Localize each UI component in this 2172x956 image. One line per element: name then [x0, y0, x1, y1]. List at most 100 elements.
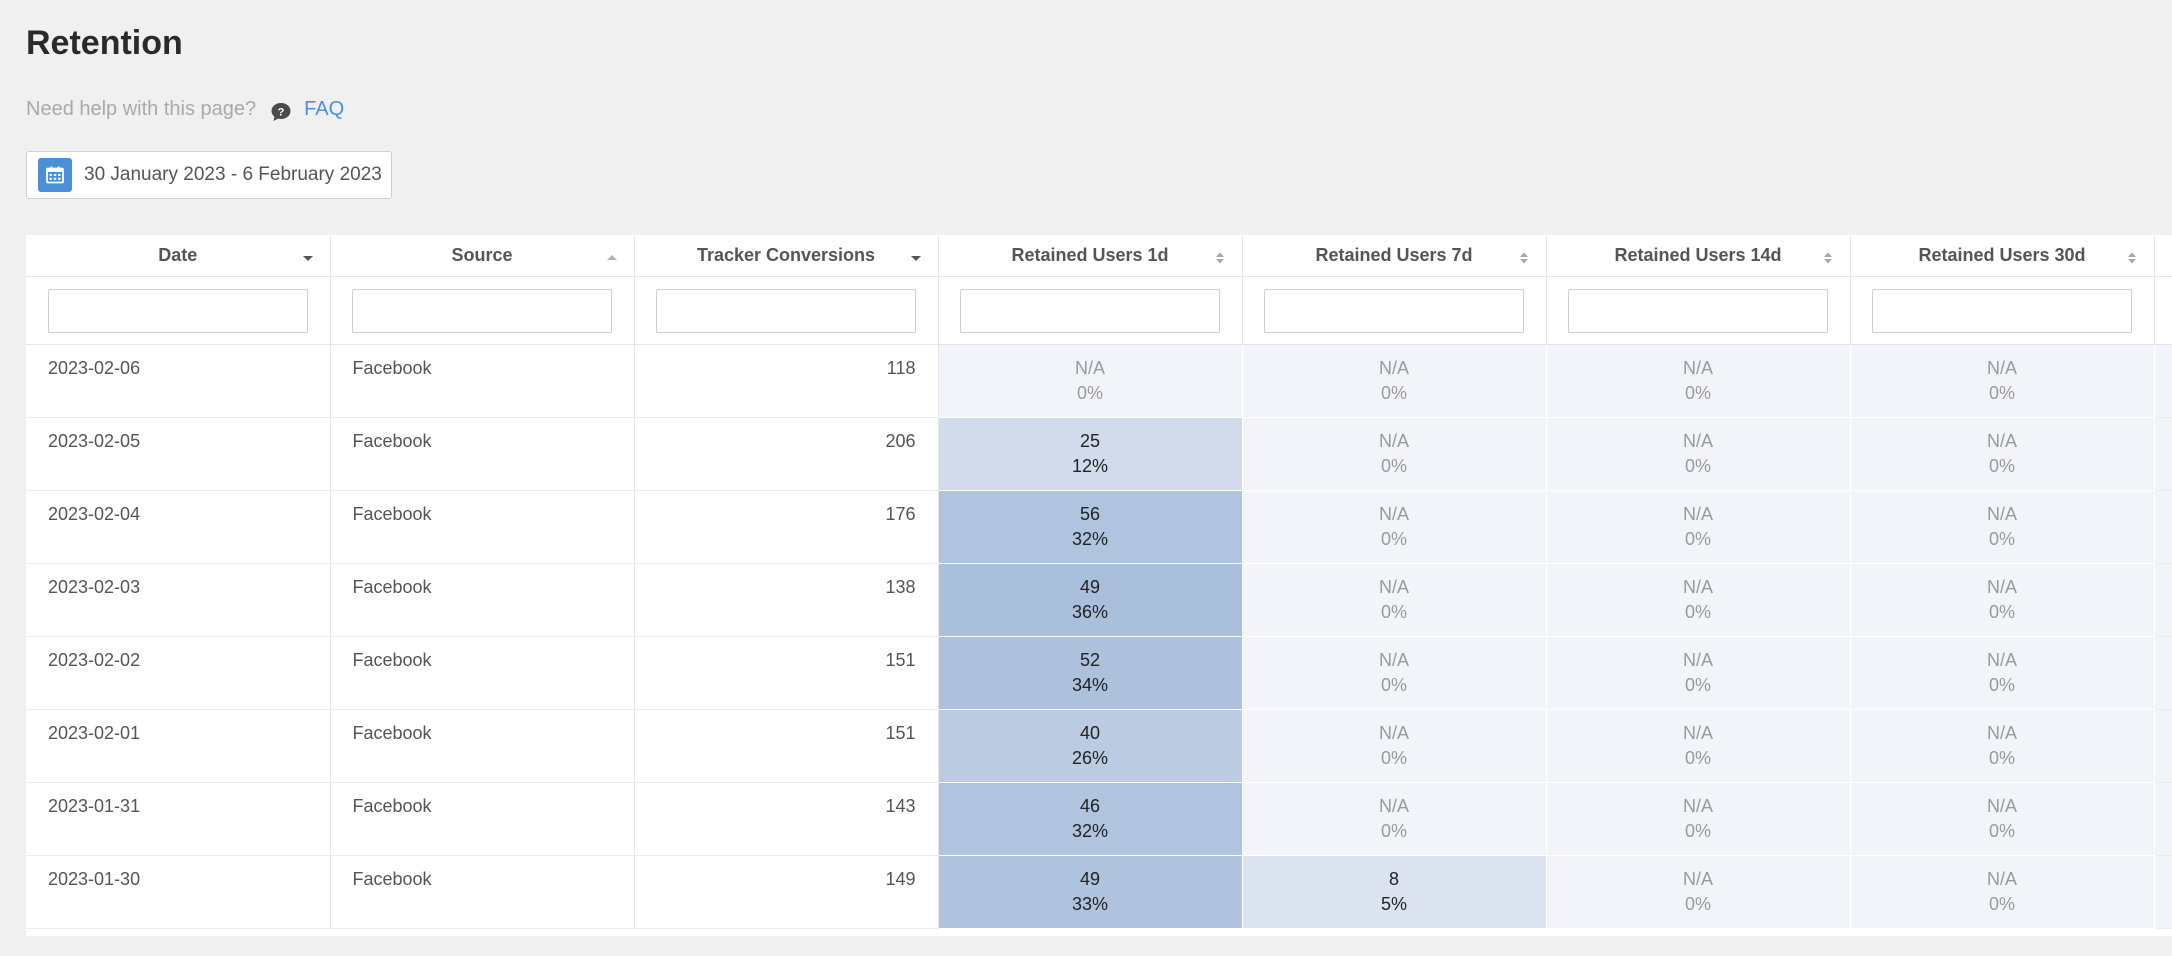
- filter-cell-date: [26, 276, 331, 345]
- retained-percent: 12%: [1071, 456, 1109, 476]
- cell-date: 2023-02-01: [26, 709, 331, 783]
- filter-input-source[interactable]: [352, 288, 612, 333]
- cell-retained-1d: 25 12%: [938, 417, 1243, 491]
- filter-input-date[interactable]: [47, 288, 308, 333]
- cell-retained-7d: N/A 0%: [1242, 782, 1547, 856]
- retained-percent: 0%: [1076, 383, 1103, 403]
- cell-retained-14d: N/A 0%: [1546, 344, 1851, 418]
- cell-retained-7d: N/A 0%: [1242, 563, 1547, 637]
- retained-percent: 32%: [1071, 821, 1109, 841]
- table-row[interactable]: 2023-02-03 Facebook 138 49 36% N/A 0% N/A 0% N/A 0…: [26, 563, 2172, 637]
- filter-input-retained-30d[interactable]: [1872, 288, 2132, 333]
- cell-tracker-conversions: 143: [634, 782, 939, 856]
- sort-desc-icon[interactable]: [302, 249, 314, 263]
- retained-percent: 0%: [1684, 602, 1711, 622]
- retained-count: N/A: [1682, 723, 1713, 743]
- column-header-date[interactable]: Date: [26, 235, 331, 277]
- cell-retained-1d: 56 32%: [938, 490, 1243, 564]
- retained-percent: 0%: [1380, 529, 1407, 549]
- cell-source: Facebook: [330, 417, 635, 491]
- cell-overflow: [2154, 709, 2172, 783]
- cell-overflow: [2154, 855, 2172, 929]
- filter-cell-tracker-conversions: [634, 276, 939, 345]
- table-body: 2023-02-06 Facebook 118 N/A 0% N/A 0% N/A 0% N/A 0…: [26, 344, 2172, 929]
- retained-percent: 0%: [1988, 894, 2015, 914]
- table-row[interactable]: 2023-02-06 Facebook 118 N/A 0% N/A 0% N/A 0% N/A 0…: [26, 344, 2172, 418]
- retained-count: N/A: [1986, 723, 2017, 743]
- cell-retained-7d: N/A 0%: [1242, 636, 1547, 710]
- sort-desc-icon[interactable]: [910, 249, 922, 263]
- sort-both-icon[interactable]: [1518, 249, 1530, 263]
- question-bubble-icon[interactable]: ?: [270, 102, 292, 122]
- filter-cell-retained-7d: [1242, 276, 1547, 345]
- table-row[interactable]: 2023-02-01 Facebook 151 40 26% N/A 0% N/A 0% N/A 0…: [26, 709, 2172, 783]
- cell-retained-14d: N/A 0%: [1546, 636, 1851, 710]
- retained-count: N/A: [1682, 796, 1713, 816]
- column-header-retained-30d[interactable]: Retained Users 30d: [1850, 235, 2155, 277]
- retained-count: 49: [1079, 869, 1101, 889]
- cell-overflow: [2154, 782, 2172, 856]
- cell-tracker-conversions: 138: [634, 563, 939, 637]
- date-range-picker[interactable]: 30 January 2023 - 6 February 2023: [26, 151, 392, 199]
- cell-tracker-conversions: 118: [634, 344, 939, 418]
- retained-count: N/A: [1986, 504, 2017, 524]
- column-header-overflow: [2154, 235, 2172, 277]
- cell-retained-1d: 52 34%: [938, 636, 1243, 710]
- retained-count: N/A: [1074, 358, 1105, 378]
- sort-asc-icon[interactable]: [606, 249, 618, 263]
- cell-overflow: [2154, 417, 2172, 491]
- retained-count: N/A: [1682, 358, 1713, 378]
- cell-retained-1d: 46 32%: [938, 782, 1243, 856]
- table-row[interactable]: 2023-02-02 Facebook 151 52 34% N/A 0% N/A 0% N/A 0…: [26, 636, 2172, 710]
- cell-tracker-conversions: 176: [634, 490, 939, 564]
- cell-date: 2023-01-30: [26, 855, 331, 929]
- column-header-source[interactable]: Source: [330, 235, 635, 277]
- retained-percent: 0%: [1380, 821, 1407, 841]
- cell-retained-30d: N/A 0%: [1850, 490, 2155, 564]
- table-row[interactable]: 2023-02-05 Facebook 206 25 12% N/A 0% N/A 0% N/A 0…: [26, 417, 2172, 491]
- retained-percent: 33%: [1071, 894, 1109, 914]
- retained-count: N/A: [1378, 796, 1409, 816]
- sort-both-icon[interactable]: [1214, 249, 1226, 263]
- sort-both-icon[interactable]: [1822, 249, 1834, 263]
- cell-source: Facebook: [330, 490, 635, 564]
- retained-percent: 0%: [1380, 456, 1407, 476]
- filter-input-retained-1d[interactable]: [960, 288, 1220, 333]
- table-row[interactable]: 2023-02-04 Facebook 176 56 32% N/A 0% N/A 0% N/A 0…: [26, 490, 2172, 564]
- column-header-retained-7d[interactable]: Retained Users 7d: [1242, 235, 1547, 277]
- retained-percent: 0%: [1380, 675, 1407, 695]
- retained-count: N/A: [1986, 431, 2017, 451]
- retained-percent: 0%: [1684, 894, 1711, 914]
- filter-input-tracker-conversions[interactable]: [656, 288, 916, 333]
- cell-retained-30d: N/A 0%: [1850, 709, 2155, 783]
- filter-input-retained-7d[interactable]: [1264, 288, 1524, 333]
- retained-count: N/A: [1378, 723, 1409, 743]
- retained-count: N/A: [1378, 504, 1409, 524]
- cell-retained-14d: N/A 0%: [1546, 417, 1851, 491]
- cell-retained-7d: N/A 0%: [1242, 490, 1547, 564]
- cell-tracker-conversions: 151: [634, 636, 939, 710]
- sort-both-icon[interactable]: [2126, 249, 2138, 263]
- column-header-tracker-conversions[interactable]: Tracker Conversions: [634, 235, 939, 277]
- table-row[interactable]: 2023-01-30 Facebook 149 49 33% 8 5% N/A 0% N/A 0%: [26, 855, 2172, 929]
- cell-date: 2023-02-06: [26, 344, 331, 418]
- filter-input-retained-14d[interactable]: [1568, 288, 1828, 333]
- cell-date: 2023-02-04: [26, 490, 331, 564]
- cell-retained-30d: N/A 0%: [1850, 782, 2155, 856]
- faq-link[interactable]: FAQ: [304, 98, 345, 120]
- table-row[interactable]: 2023-01-31 Facebook 143 46 32% N/A 0% N/A 0% N/A 0…: [26, 782, 2172, 856]
- help-row: Need help with this page? ? FAQ: [26, 98, 344, 121]
- retained-percent: 0%: [1988, 675, 2015, 695]
- cell-retained-7d: N/A 0%: [1242, 709, 1547, 783]
- cell-retained-30d: N/A 0%: [1850, 855, 2155, 929]
- retained-count: 49: [1079, 577, 1101, 597]
- help-text: Need help with this page?: [26, 98, 257, 120]
- cell-source: Facebook: [330, 563, 635, 637]
- retained-count: 46: [1079, 796, 1101, 816]
- column-header-retained-14d[interactable]: Retained Users 14d: [1546, 235, 1851, 277]
- column-header-retained-1d[interactable]: Retained Users 1d: [938, 235, 1243, 277]
- retained-count: N/A: [1986, 796, 2017, 816]
- retained-count: 8: [1388, 869, 1399, 889]
- cell-retained-1d: 49 33%: [938, 855, 1243, 929]
- cell-retained-30d: N/A 0%: [1850, 636, 2155, 710]
